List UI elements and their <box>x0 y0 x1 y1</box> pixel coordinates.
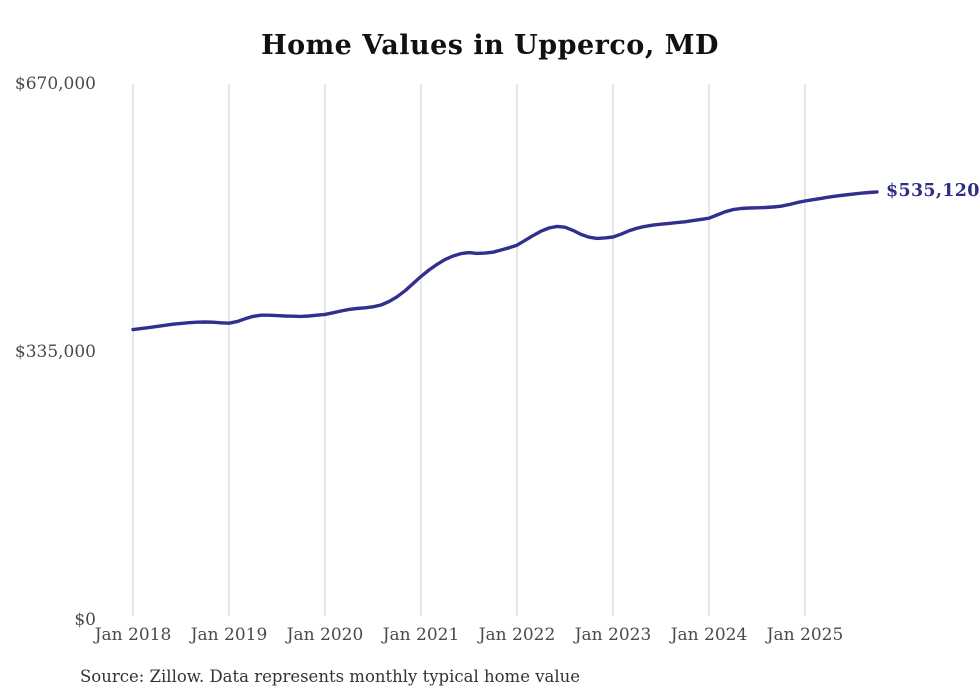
y-tick-label: $335,000 <box>14 342 96 362</box>
x-tick-label: Jan 2018 <box>94 625 172 645</box>
chart-title: Home Values in Upperco, MD <box>261 30 719 61</box>
x-tick-label: Jan 2023 <box>574 625 652 645</box>
x-tick-label: Jan 2019 <box>190 625 268 645</box>
latest-value-label: $535,120 <box>886 180 980 201</box>
y-tick-label: $0 <box>74 610 96 630</box>
source-note: Source: Zillow. Data represents monthly … <box>80 667 581 686</box>
x-tick-label: Jan 2022 <box>478 625 556 645</box>
x-tick-label: Jan 2020 <box>286 625 364 645</box>
y-tick-label: $670,000 <box>14 74 96 94</box>
x-tick-label: Jan 2025 <box>766 625 844 645</box>
x-tick-label: Jan 2021 <box>382 625 460 645</box>
home-value-line <box>131 190 879 332</box>
x-tick-label: Jan 2024 <box>670 625 748 645</box>
